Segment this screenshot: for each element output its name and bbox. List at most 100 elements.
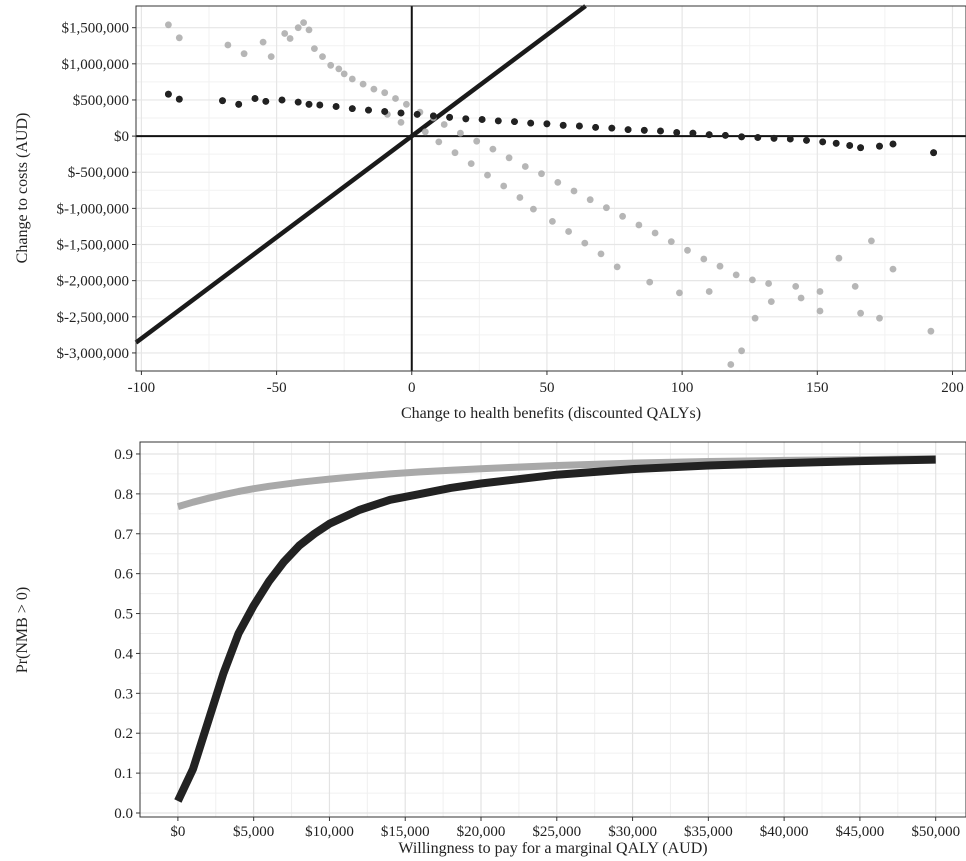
scatter-point-dark: [770, 134, 778, 142]
scatter-point-light: [397, 119, 405, 126]
scatter-point-dark: [832, 139, 840, 147]
scatter-point-dark: [316, 101, 324, 109]
scatter-point-dark: [165, 90, 172, 98]
wtp-threshold-line: [134, 4, 587, 345]
y-tick-label: $-500,000: [68, 165, 129, 181]
scatter-point-light: [500, 182, 508, 190]
scatter-point-light: [635, 221, 643, 229]
scatter-point-dark: [494, 117, 502, 125]
y-tick-label: 0.6: [114, 567, 133, 583]
scatter-point-dark: [446, 113, 453, 121]
scatter-point-light: [451, 149, 459, 157]
acceptability-curve-dark: [174, 455, 936, 803]
scatter-point-dark: [413, 111, 421, 118]
scatter-point-dark: [219, 97, 226, 105]
acceptability-y-ticks: 0.0 0.1 0.2 0.3 0.4 0.5 0.6 0.7 0.8 0.9: [114, 447, 140, 822]
scatter-point-light: [267, 53, 275, 60]
scatter-point-light: [165, 21, 172, 29]
scatter-point-dark: [543, 120, 551, 128]
scatter-point-light: [816, 307, 824, 315]
scatter-point-dark: [738, 133, 745, 141]
scatter-point-dark: [689, 129, 697, 137]
x-tick-label: 150: [806, 380, 829, 396]
scatter-point-light: [835, 254, 843, 262]
scatter-point-dark: [175, 95, 183, 103]
acceptability-frame: [139, 441, 966, 818]
scatter-point-dark: [365, 106, 372, 114]
acceptability-x-ticks: $0 $5,000 $10,000 $15,000 $20,000 $25,000 $30,…: [170, 817, 960, 840]
y-tick-label: $500,000: [73, 93, 129, 109]
scatter-point-light: [240, 50, 248, 58]
scatter-point-light: [646, 278, 654, 286]
scatter-point-light: [489, 145, 497, 153]
scatter-point-light: [335, 65, 343, 73]
acceptability-background: [140, 442, 966, 817]
scatter-point-light: [473, 137, 481, 145]
scatter-point-dark: [478, 116, 486, 123]
ce-plane-frame: [135, 5, 966, 372]
scatter-point-dark: [705, 131, 713, 139]
acceptability-curve-light: [176, 455, 936, 510]
scatter-point-dark: [262, 98, 270, 105]
y-tick-label: 0.4: [114, 646, 133, 662]
scatter-point-dark: [624, 126, 632, 133]
scatter-point-light: [851, 283, 859, 290]
scatter-point-light: [311, 45, 318, 52]
scatter-point-light: [435, 138, 443, 146]
ce-plane-panel: -100 -50 0 50 100 150 200 $1,500,000 $1,000,000…: [14, 4, 966, 422]
scatter-point-dark: [305, 100, 313, 108]
scatter-point-dark: [332, 103, 340, 110]
scatter-point-dark: [397, 109, 405, 117]
ce-plane-y-ticks: $1,500,000 $1,000,000 $500,000 $0 $-500,000 $…: [57, 21, 136, 362]
scatter-point-dark: [251, 95, 259, 102]
scatter-point-dark: [876, 142, 883, 150]
scatter-point-light: [889, 265, 897, 273]
scatter-point-dark: [348, 105, 356, 112]
scatter-point-dark: [381, 108, 389, 115]
scatter-point-dark: [462, 115, 470, 123]
scatter-point-light: [816, 288, 824, 295]
scatter-point-light: [421, 128, 429, 136]
scatter-point-dark: [527, 119, 535, 127]
scatter-point-light: [505, 154, 513, 162]
scatter-point-light: [281, 30, 289, 37]
scatter-point-light: [300, 19, 307, 26]
y-tick-label: $0: [114, 129, 129, 145]
y-tick-label: 0.1: [114, 766, 133, 782]
y-tick-label: 0.9: [114, 447, 133, 463]
x-tick-label: $40,000: [760, 824, 809, 840]
scatter-point-light: [327, 61, 335, 69]
scatter-point-light: [619, 212, 626, 220]
scatter-point-light: [259, 38, 267, 46]
scatter-point-dark: [235, 100, 243, 108]
scatter-point-light: [319, 53, 326, 60]
scatter-point-light: [305, 26, 313, 34]
scatter-point-light: [792, 283, 800, 290]
y-tick-label: 0.0: [114, 806, 133, 822]
scatter-point-light: [440, 121, 448, 128]
scatter-point-light: [484, 171, 491, 179]
y-tick-label: $-1,000,000: [57, 201, 130, 217]
scatter-point-light: [175, 34, 183, 42]
scatter-point-light: [403, 100, 410, 108]
y-tick-label: $-1,500,000: [57, 238, 130, 254]
x-tick-label: -50: [267, 380, 287, 396]
x-tick-label: 0: [408, 380, 416, 396]
scatter-point-light: [467, 160, 475, 168]
x-tick-label: 100: [671, 380, 694, 396]
x-tick-label: $25,000: [532, 824, 581, 840]
scatter-point-light: [667, 238, 675, 246]
scatter-point-light: [340, 70, 348, 78]
scatter-point-light: [765, 280, 772, 287]
ce-plane-y-axis-title: Change to costs (AUD): [14, 113, 31, 264]
scatter-point-dark: [511, 118, 518, 125]
scatter-point-light: [927, 327, 935, 335]
scatter-point-dark: [592, 124, 599, 131]
scatter-point-dark: [608, 124, 616, 132]
acceptability-y-axis-title: Pr(NMB > 0): [14, 587, 31, 673]
ce-plane-background: [136, 6, 966, 371]
scatter-point-light: [381, 89, 389, 97]
scatter-point-light: [370, 85, 378, 93]
scatter-point-light: [732, 271, 740, 279]
ce-plane-x-ticks: -100 -50 0 50 100 150 200: [128, 371, 964, 396]
